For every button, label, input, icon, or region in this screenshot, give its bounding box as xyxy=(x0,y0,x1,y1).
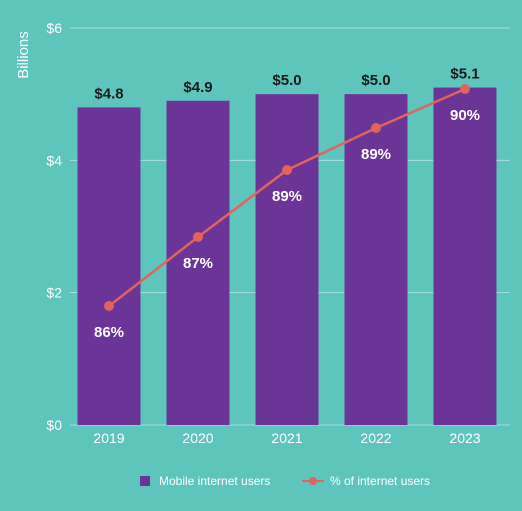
legend-line-marker xyxy=(309,477,317,485)
legend: Mobile internet users % of internet users xyxy=(140,474,430,488)
y-tick-label: $2 xyxy=(46,285,62,301)
percent-label: 89% xyxy=(361,146,391,163)
data-labels: $4.8 $4.9 $5.0 $5.0 $5.1 86% 87% 89% 89% 90% xyxy=(94,66,480,341)
line-point xyxy=(282,165,292,175)
legend-bar-swatch xyxy=(140,476,150,486)
y-axis-title: Billions xyxy=(15,31,32,79)
legend-line-label: % of internet users xyxy=(330,474,430,488)
legend-bar-label: Mobile internet users xyxy=(159,474,270,488)
bar xyxy=(433,87,497,426)
line-point xyxy=(193,232,203,242)
line-series xyxy=(104,84,470,311)
percent-label: 89% xyxy=(272,188,302,205)
x-tick-label: 2021 xyxy=(271,430,302,446)
x-tick-label: 2023 xyxy=(449,430,480,446)
percent-label: 87% xyxy=(183,255,213,272)
bar-value-label: $4.9 xyxy=(183,79,212,96)
percent-label: 90% xyxy=(450,107,480,124)
x-tick-label: 2022 xyxy=(360,430,391,446)
y-tick-label: $4 xyxy=(46,152,62,168)
bar xyxy=(255,94,319,426)
x-tick-label: 2020 xyxy=(182,430,213,446)
y-tick-label: $0 xyxy=(46,417,62,433)
line-point xyxy=(104,301,114,311)
bar-value-label: $5.0 xyxy=(361,72,390,89)
bar xyxy=(77,107,141,426)
axes: $0 $2 $4 $6 2019 2020 2021 2022 2023 xyxy=(46,20,480,446)
percent-label: 86% xyxy=(94,324,124,341)
bar xyxy=(344,94,408,426)
bar xyxy=(166,100,230,426)
x-tick-label: 2019 xyxy=(93,430,124,446)
line-point xyxy=(371,123,381,133)
bar-value-label: $5.0 xyxy=(272,72,301,89)
bars xyxy=(77,87,497,426)
bar-value-label: $4.8 xyxy=(94,85,123,102)
line-point xyxy=(460,84,470,94)
bar-value-label: $5.1 xyxy=(450,66,479,83)
y-tick-label: $6 xyxy=(46,20,62,36)
